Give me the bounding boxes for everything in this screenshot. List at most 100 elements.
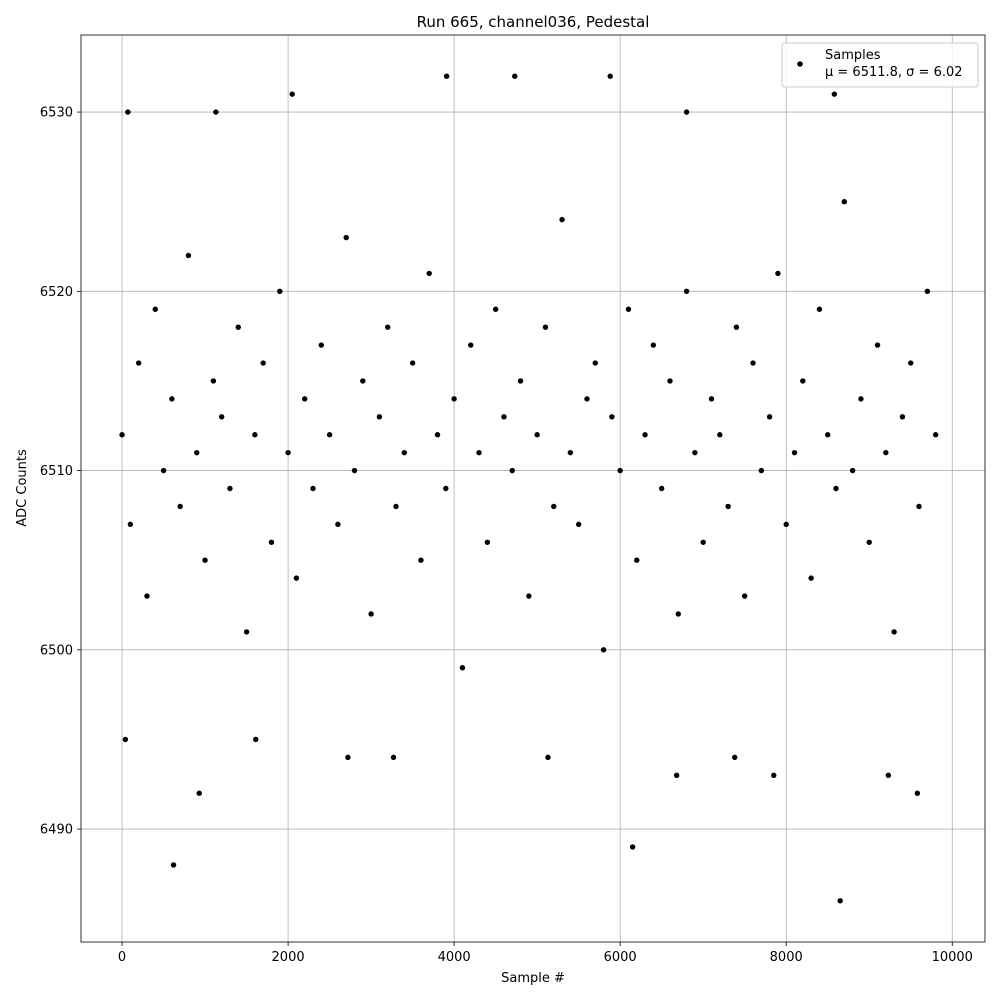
legend: Samples μ = 6511.8, σ = 6.02 [781, 42, 979, 88]
point [642, 432, 648, 438]
point [932, 432, 939, 438]
point [227, 485, 233, 492]
point [700, 539, 706, 545]
y-tick-label: 6520 [40, 285, 73, 300]
y-axis-label: ADC Counts [15, 449, 30, 527]
point [492, 306, 499, 312]
grid [77, 35, 985, 946]
point [160, 467, 167, 474]
point [592, 360, 598, 366]
point [125, 109, 131, 115]
point [293, 575, 300, 581]
point [634, 557, 640, 563]
point [732, 754, 738, 761]
point [343, 234, 349, 241]
point [360, 378, 366, 384]
point [584, 396, 590, 402]
point [484, 539, 491, 545]
point [775, 270, 781, 277]
y-tick-label: 6530 [40, 106, 73, 121]
point [667, 378, 673, 384]
point [800, 378, 806, 384]
point [476, 449, 482, 456]
point [771, 772, 777, 778]
point [335, 521, 341, 528]
point [607, 73, 613, 79]
y-tick-label: 6500 [40, 643, 73, 658]
point [501, 414, 507, 420]
point [833, 485, 839, 492]
point [629, 844, 636, 850]
x-tick-label: 6000 [604, 950, 637, 965]
legend-marker [797, 61, 803, 67]
point [185, 252, 192, 259]
point [289, 91, 295, 97]
point [119, 432, 125, 438]
point [883, 449, 889, 456]
plot-frame [80, 34, 986, 943]
point [127, 521, 134, 528]
point [277, 288, 283, 295]
point [194, 449, 200, 456]
point [692, 449, 698, 456]
point [351, 467, 358, 474]
point [409, 360, 416, 366]
point [831, 91, 838, 97]
point [196, 790, 202, 796]
point [849, 467, 856, 474]
point [791, 449, 798, 456]
point [260, 360, 266, 366]
point [376, 414, 383, 420]
point [301, 396, 308, 402]
point [401, 449, 408, 456]
point [658, 485, 665, 492]
point [559, 216, 565, 223]
point [210, 378, 217, 384]
point [390, 754, 397, 761]
point [617, 467, 623, 474]
point [526, 593, 532, 599]
point [673, 772, 680, 778]
point [858, 396, 864, 402]
y-tick-label: 6490 [40, 823, 73, 838]
point [825, 432, 831, 438]
point [202, 557, 208, 563]
y-tick-label: 6510 [40, 464, 73, 479]
point [625, 306, 632, 312]
point [808, 575, 814, 581]
point [837, 898, 843, 904]
point [841, 199, 848, 205]
point [708, 396, 715, 402]
point [517, 378, 524, 384]
point [451, 396, 457, 402]
point [177, 503, 183, 510]
x-tick-label: 4000 [438, 950, 471, 965]
point [443, 485, 449, 492]
point [443, 73, 450, 79]
point [268, 539, 275, 545]
point [683, 109, 690, 115]
point [144, 593, 150, 599]
point [924, 288, 931, 295]
point [235, 324, 241, 330]
point [683, 288, 690, 295]
point [750, 360, 756, 366]
point [468, 342, 474, 348]
x-tick-label: 8000 [770, 950, 803, 965]
point [766, 414, 773, 420]
x-tick-label: 10000 [932, 950, 973, 965]
point [733, 324, 740, 330]
point [725, 503, 731, 510]
chart-title: Run 665, channel036, Pedestal [417, 13, 650, 31]
point [135, 360, 142, 366]
point [914, 790, 921, 796]
point [368, 611, 374, 617]
point [609, 414, 615, 420]
point [567, 449, 574, 456]
point [213, 109, 219, 115]
point [866, 539, 872, 545]
point [874, 342, 881, 348]
x-axis-label: Sample # [501, 971, 565, 986]
points [119, 73, 939, 904]
